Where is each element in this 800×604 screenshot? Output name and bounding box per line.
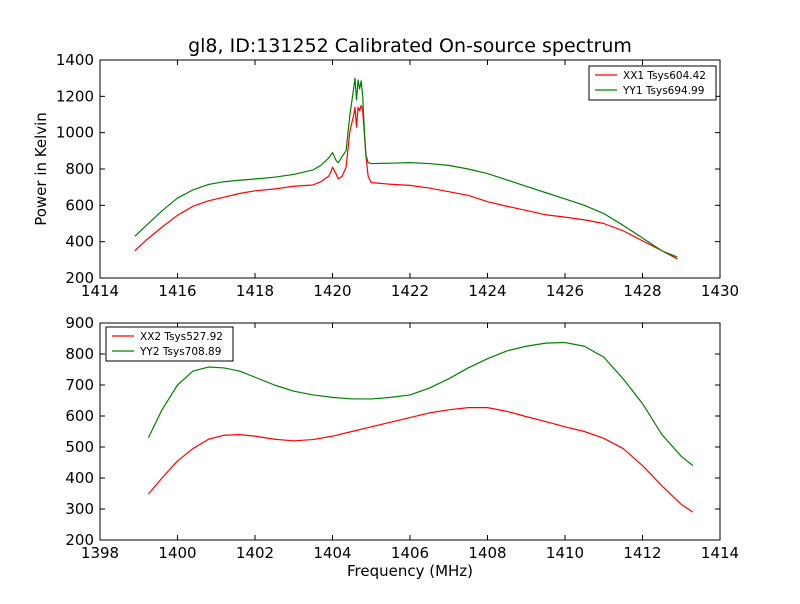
legend: XX2 Tsys527.92 YY2 Tsys708.89 (105, 326, 234, 362)
y-axis-label: Power in Kelvin (32, 112, 50, 226)
series-line-1 (134, 104, 678, 260)
y-tick-label: 800 (65, 345, 94, 363)
series-line-2 (134, 77, 678, 258)
chart-title: gl8, ID:131252 Calibrated On-source spec… (188, 35, 632, 57)
y-tick-label: 1400 (56, 51, 94, 69)
x-tick-label: 1404 (313, 544, 351, 562)
x-tick-label: 1408 (468, 544, 506, 562)
x-tick-label: 1406 (391, 544, 429, 562)
y-tick-label: 900 (65, 314, 94, 332)
x-tick-label: 1426 (546, 282, 584, 300)
y-tick-label: 1000 (56, 124, 94, 142)
y-tick-label: 400 (65, 233, 94, 251)
x-tick-label: 1398 (81, 544, 119, 562)
y-tick-label: 200 (65, 531, 94, 549)
x-tick-label: 1414 (81, 282, 119, 300)
x-tick-label: 1420 (313, 282, 351, 300)
x-tick-label: 1418 (236, 282, 274, 300)
y-tick-label: 200 (65, 269, 94, 287)
y-tick-label: 600 (65, 407, 94, 425)
bottom-panel: 1398 1400 1402 1404 1406 1408 1410 1412 1414 200 3… (65, 314, 739, 562)
legend-box (588, 65, 717, 101)
series-line-1 (147, 407, 694, 513)
x-tick-label: 1400 (158, 544, 196, 562)
legend-label: XX2 Tsys527.92 (140, 331, 223, 343)
legend-label: XX1 Tsys604.42 (623, 70, 706, 82)
legend-label: YY2 Tsys708.89 (139, 346, 221, 358)
y-tick-label: 400 (65, 469, 94, 487)
x-tick-label: 1402 (236, 544, 274, 562)
legend-box (105, 326, 234, 362)
y-tick-label: 600 (65, 196, 94, 214)
legend-label: YY1 Tsys694.99 (622, 85, 704, 97)
y-tick-label: 700 (65, 376, 94, 394)
x-tick-label: 1422 (391, 282, 429, 300)
x-tick-label: 1410 (546, 544, 584, 562)
series-line-2 (147, 341, 694, 467)
x-tick-label: 1416 (158, 282, 196, 300)
x-tick-label: 1428 (623, 282, 661, 300)
x-tick-label: 1414 (701, 544, 739, 562)
x-tick-label: 1424 (468, 282, 506, 300)
legend: XX1 Tsys604.42 YY1 Tsys694.99 (588, 65, 717, 101)
y-tick-label: 800 (65, 160, 94, 178)
x-tick-label: 1412 (623, 544, 661, 562)
y-tick-label: 1200 (56, 87, 94, 105)
x-axis-label: Frequency (MHz) (347, 562, 473, 580)
y-tick-label: 300 (65, 500, 94, 518)
y-tick-label: 500 (65, 438, 94, 456)
x-tick-label: 1430 (701, 282, 739, 300)
top-panel: 1414 1416 1418 1420 1422 1424 1426 1428 1430 200 4… (56, 51, 739, 300)
